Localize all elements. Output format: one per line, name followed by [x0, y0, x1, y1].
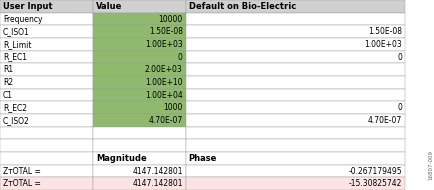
Text: 1.00E+04: 1.00E+04: [145, 90, 182, 100]
Text: R2: R2: [3, 78, 13, 87]
Bar: [92, 25, 185, 38]
Text: Value: Value: [95, 2, 122, 11]
Bar: [0, 63, 92, 76]
Bar: [0, 165, 92, 177]
Text: 4147.142801: 4147.142801: [132, 166, 182, 176]
Bar: [0, 13, 92, 25]
Bar: [185, 89, 404, 101]
Bar: [185, 165, 404, 177]
Bar: [92, 63, 185, 76]
Bar: [92, 139, 185, 152]
Bar: [92, 89, 185, 101]
Text: 2.00E+03: 2.00E+03: [145, 65, 182, 74]
Text: R_EC2: R_EC2: [3, 103, 27, 112]
Bar: [185, 13, 404, 25]
Bar: [92, 152, 185, 165]
Text: 1.00E+10: 1.00E+10: [145, 78, 182, 87]
Text: C1: C1: [3, 90, 13, 100]
Bar: [0, 177, 92, 190]
Bar: [92, 0, 185, 13]
Bar: [92, 51, 185, 63]
Bar: [0, 152, 92, 165]
Text: ZᴛOTAL =: ZᴛOTAL =: [3, 166, 41, 176]
Text: 1.50E-08: 1.50E-08: [367, 27, 401, 36]
Bar: [92, 127, 185, 139]
Bar: [185, 0, 404, 13]
Text: R1: R1: [3, 65, 13, 74]
Text: Phase: Phase: [188, 154, 217, 163]
Bar: [185, 177, 404, 190]
Text: C_ISO1: C_ISO1: [3, 27, 30, 36]
Text: 4.70E-07: 4.70E-07: [148, 116, 182, 125]
Bar: [185, 152, 404, 165]
Bar: [185, 25, 404, 38]
Bar: [185, 63, 404, 76]
Text: 0: 0: [178, 52, 182, 62]
Text: Frequency: Frequency: [3, 14, 43, 24]
Text: -0.267179495: -0.267179495: [348, 166, 401, 176]
Text: 1.00E+03: 1.00E+03: [364, 40, 401, 49]
Text: 0: 0: [396, 103, 401, 112]
Bar: [0, 139, 92, 152]
Bar: [0, 25, 92, 38]
Text: 1000: 1000: [163, 103, 182, 112]
Bar: [0, 127, 92, 139]
Bar: [0, 114, 92, 127]
Text: R_Limit: R_Limit: [3, 40, 31, 49]
Text: C_ISO2: C_ISO2: [3, 116, 30, 125]
Bar: [92, 114, 185, 127]
Bar: [185, 114, 404, 127]
Bar: [185, 139, 404, 152]
Bar: [92, 101, 185, 114]
Text: 10000: 10000: [158, 14, 182, 24]
Bar: [185, 51, 404, 63]
Text: ZᴛOTAL =: ZᴛOTAL =: [3, 179, 41, 188]
Text: 0: 0: [396, 52, 401, 62]
Bar: [0, 38, 92, 51]
Text: 1.50E-08: 1.50E-08: [148, 27, 182, 36]
Bar: [92, 165, 185, 177]
Text: Default on Bio-Electric: Default on Bio-Electric: [188, 2, 295, 11]
Bar: [185, 38, 404, 51]
Bar: [92, 38, 185, 51]
Text: 16807-009: 16807-009: [427, 150, 432, 180]
Text: User Input: User Input: [3, 2, 53, 11]
Text: -15.30825742: -15.30825742: [348, 179, 401, 188]
Bar: [185, 101, 404, 114]
Text: 1.00E+03: 1.00E+03: [145, 40, 182, 49]
Text: 4147.142801: 4147.142801: [132, 179, 182, 188]
Bar: [0, 76, 92, 89]
Text: 4.70E-07: 4.70E-07: [367, 116, 401, 125]
Bar: [0, 101, 92, 114]
Bar: [0, 51, 92, 63]
Bar: [92, 177, 185, 190]
Bar: [0, 0, 92, 13]
Text: Magnitude: Magnitude: [95, 154, 146, 163]
Bar: [92, 13, 185, 25]
Text: R_EC1: R_EC1: [3, 52, 27, 62]
Bar: [185, 76, 404, 89]
Bar: [92, 76, 185, 89]
Bar: [185, 127, 404, 139]
Bar: [0, 89, 92, 101]
